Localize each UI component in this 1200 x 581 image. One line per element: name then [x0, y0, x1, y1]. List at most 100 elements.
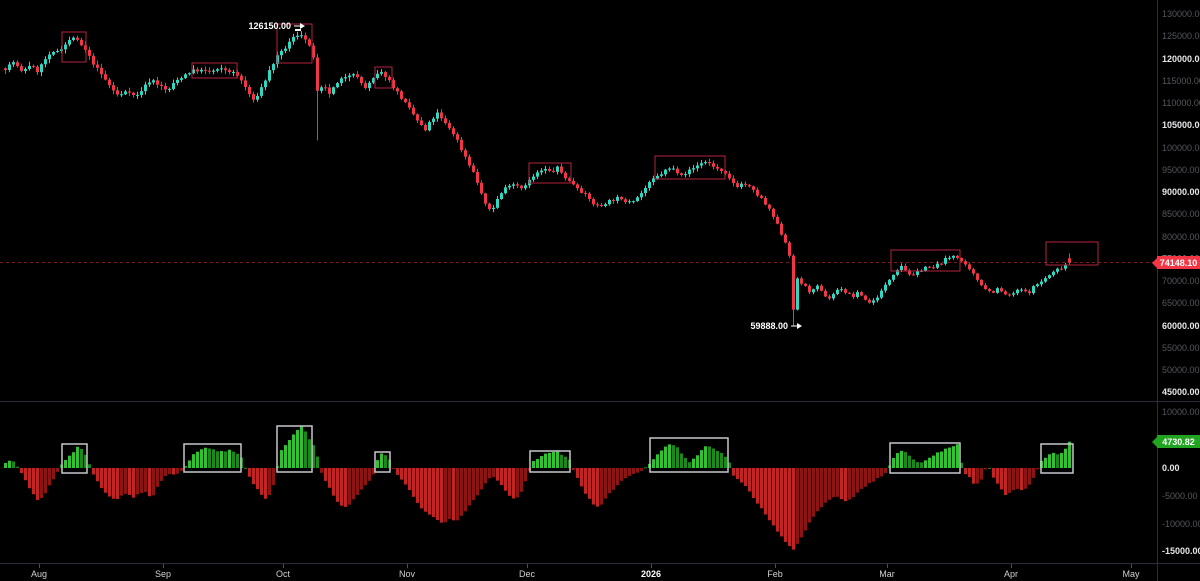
candle-body — [12, 62, 15, 65]
candle-body — [16, 62, 19, 67]
candle-body — [856, 292, 859, 297]
candle-body — [376, 73, 379, 79]
candle-body — [876, 297, 879, 301]
hist-bar — [368, 468, 371, 481]
hist-bar — [256, 468, 259, 490]
time-axis-tick — [527, 564, 528, 568]
candle-body — [336, 83, 339, 88]
hist-bar — [896, 453, 899, 468]
hist-bar — [416, 468, 419, 503]
candle-body — [212, 70, 215, 72]
chart-canvas[interactable]: 126150.00 59888.00 — [0, 0, 1157, 581]
histogram-highlight-box[interactable] — [529, 450, 571, 473]
candle-body — [312, 45, 315, 58]
last-price-tag[interactable]: 74148.10 — [1157, 256, 1200, 270]
histogram-highlight-box[interactable] — [276, 425, 313, 473]
candle-body — [684, 174, 687, 176]
resistance-box[interactable] — [191, 62, 238, 79]
hist-bar — [28, 468, 31, 489]
price-axis[interactable]: 130000.00 125000.00 120000.00 115000.00 1100… — [1158, 0, 1200, 563]
hist-bar — [260, 468, 263, 495]
candle-body — [588, 193, 591, 200]
candle-body — [156, 80, 159, 85]
candle-body — [880, 290, 883, 298]
time-axis-label: Aug — [30, 569, 48, 579]
candle-body — [924, 266, 927, 271]
price-annotation-label[interactable]: 59888.00 — [750, 321, 788, 331]
histogram-highlight-box[interactable] — [183, 443, 242, 473]
candle-body — [316, 57, 319, 91]
hist-bar — [488, 468, 491, 479]
candle-body — [152, 80, 155, 83]
resistance-box[interactable] — [61, 31, 87, 63]
hist-bar — [1044, 457, 1047, 468]
hist-bar — [76, 446, 79, 468]
hist-bar — [876, 468, 879, 479]
hist-bar — [840, 468, 843, 500]
candle-body — [628, 201, 631, 203]
resistance-box[interactable] — [654, 155, 726, 180]
candle-body — [692, 168, 695, 170]
candle-body — [8, 64, 11, 71]
hist-bar — [748, 468, 751, 492]
histogram-value-tag[interactable]: 4730.82 — [1157, 435, 1200, 449]
hist-bar — [176, 468, 179, 474]
histogram-highlight-box[interactable] — [649, 437, 729, 473]
price-annotation-label[interactable]: 126150.00 — [248, 21, 291, 31]
candle-body — [940, 263, 943, 265]
candle-body — [344, 77, 347, 79]
candle-body — [760, 195, 763, 199]
candle-body — [812, 289, 815, 293]
histogram-highlight-box[interactable] — [889, 442, 961, 474]
candle-body — [28, 65, 31, 69]
pane-divider[interactable] — [0, 401, 1200, 402]
resistance-box[interactable] — [276, 23, 313, 64]
candle-body — [968, 264, 971, 270]
resistance-box[interactable] — [374, 66, 393, 89]
hist-bar — [736, 468, 739, 480]
price-axis-label: 80000.00 — [1162, 231, 1200, 242]
hist-bar — [744, 468, 747, 487]
hist-bar — [852, 468, 855, 497]
candle-body — [332, 87, 335, 94]
candle-body — [452, 128, 455, 135]
hist-bar — [1056, 454, 1059, 468]
candle-body — [824, 290, 827, 297]
histogram-highlight-box[interactable] — [1040, 443, 1074, 474]
candle-body — [868, 299, 871, 303]
candle-body — [1016, 289, 1019, 294]
hist-bar — [512, 468, 515, 499]
candle-body — [384, 72, 387, 77]
resistance-box[interactable] — [1045, 241, 1099, 266]
candle-body — [752, 186, 755, 190]
candle-body — [560, 166, 563, 173]
time-axis[interactable]: Aug Sep Oct Nov Dec 2026 Feb Mar Apr May — [0, 564, 1200, 581]
histogram-highlight-box[interactable] — [61, 443, 88, 474]
candle-body — [388, 76, 391, 81]
candle-body — [1040, 281, 1043, 285]
candle-body — [832, 294, 835, 299]
time-axis-divider — [0, 563, 1200, 564]
hist-bar — [344, 468, 347, 507]
hist-bar — [356, 468, 359, 495]
hist-bar — [8, 460, 11, 468]
candle-body — [304, 35, 307, 40]
candle-body — [732, 178, 735, 184]
candle-body — [96, 64, 99, 68]
resistance-box[interactable] — [528, 162, 572, 184]
candle-body — [572, 180, 575, 185]
hist-bar — [308, 439, 311, 468]
price-axis-label: 90000.00 — [1162, 187, 1200, 197]
candle-body — [220, 68, 223, 70]
hist-bar — [168, 468, 171, 475]
histogram-highlight-box[interactable] — [374, 451, 391, 473]
time-axis-tick — [887, 564, 888, 568]
candle-body — [828, 296, 831, 299]
price-axis-divider — [1157, 0, 1158, 581]
candle-body — [1044, 278, 1047, 282]
hist-bar — [132, 468, 135, 498]
hist-bar — [872, 468, 875, 482]
hist-bar — [112, 468, 115, 499]
hist-bar — [180, 468, 183, 471]
resistance-box[interactable] — [890, 249, 961, 272]
